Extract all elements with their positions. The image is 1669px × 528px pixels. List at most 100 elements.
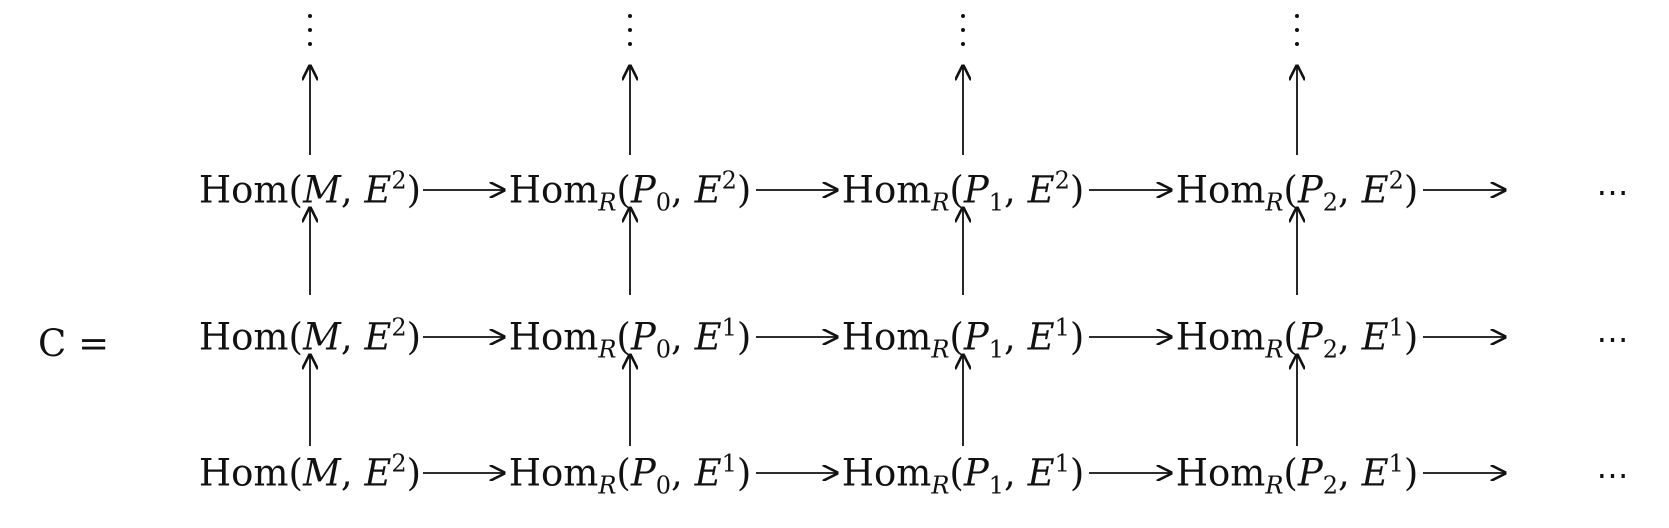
hom-label: Hom bbox=[198, 451, 289, 495]
hom-subscript: R bbox=[1265, 335, 1284, 364]
second-argument: E bbox=[1027, 315, 1055, 359]
first-argument-subscript: 1 bbox=[988, 471, 1005, 500]
first-argument-subscript: 2 bbox=[1322, 471, 1339, 500]
second-argument: E bbox=[694, 315, 722, 359]
vertical-ellipsis-col-4 bbox=[1292, 14, 1302, 62]
c-equals-label: C = bbox=[38, 322, 110, 365]
hom-subscript: R bbox=[1265, 471, 1284, 500]
first-argument-subscript: 2 bbox=[1322, 188, 1339, 217]
second-argument: E bbox=[694, 451, 722, 495]
first-argument-subscript: 0 bbox=[655, 471, 672, 500]
second-argument-superscript: 1 bbox=[1388, 449, 1404, 478]
hom-term-row-1-col-4: HomR(P2, E2) bbox=[1175, 166, 1419, 217]
hom-subscript: R bbox=[598, 188, 617, 217]
second-argument-superscript: 2 bbox=[391, 166, 407, 195]
hom-label: Hom bbox=[841, 315, 932, 359]
second-argument-superscript: 1 bbox=[721, 313, 737, 342]
second-argument: E bbox=[1361, 451, 1389, 495]
first-argument-subscript: 0 bbox=[655, 188, 672, 217]
hom-subscript: R bbox=[931, 188, 950, 217]
ellipsis-dot bbox=[308, 28, 312, 32]
ellipsis-dot bbox=[1295, 42, 1299, 46]
hom-label: Hom bbox=[1175, 168, 1266, 212]
ellipsis-dot bbox=[628, 28, 632, 32]
ellipsis-dot bbox=[961, 14, 965, 18]
ellipsis-dot bbox=[1295, 14, 1299, 18]
hom-subscript: R bbox=[931, 335, 950, 364]
hom-label: Hom bbox=[198, 315, 289, 359]
hom-term-row-1-col-1: Hom(M, E2) bbox=[198, 166, 422, 212]
first-argument: M bbox=[302, 168, 341, 212]
second-argument: E bbox=[1361, 168, 1389, 212]
second-argument-superscript: 1 bbox=[1054, 449, 1070, 478]
hom-subscript: R bbox=[598, 335, 617, 364]
hom-label: Hom bbox=[1175, 315, 1266, 359]
second-argument: E bbox=[364, 315, 392, 359]
hom-term-row-3-col-3: HomR(P1, E1) bbox=[841, 449, 1085, 500]
hom-label: Hom bbox=[508, 315, 599, 359]
hom-term-row-3-col-4: HomR(P2, E1) bbox=[1175, 449, 1419, 500]
first-argument: M bbox=[302, 315, 341, 359]
first-argument: P bbox=[1297, 451, 1323, 495]
hom-subscript: R bbox=[1265, 188, 1284, 217]
first-argument: P bbox=[963, 315, 989, 359]
first-argument: P bbox=[1297, 168, 1323, 212]
hom-term-row-2-col-2: HomR(P0, E1) bbox=[508, 313, 752, 364]
first-argument: P bbox=[963, 451, 989, 495]
vertical-ellipsis-col-3 bbox=[958, 14, 968, 62]
ellipsis-dot bbox=[308, 42, 312, 46]
ellipsis-dot bbox=[308, 14, 312, 18]
hom-term-row-3-col-2: HomR(P0, E1) bbox=[508, 449, 752, 500]
continuation-dots-row-3: ⋯ bbox=[1596, 456, 1634, 494]
second-argument-superscript: 1 bbox=[721, 449, 737, 478]
hom-term-row-1-col-3: HomR(P1, E2) bbox=[841, 166, 1085, 217]
hom-subscript: R bbox=[931, 471, 950, 500]
ellipsis-dot bbox=[961, 42, 965, 46]
second-argument-superscript: 1 bbox=[1388, 313, 1404, 342]
first-argument: P bbox=[630, 451, 656, 495]
hom-label: Hom bbox=[508, 168, 599, 212]
second-argument-superscript: 2 bbox=[391, 313, 407, 342]
second-argument: E bbox=[364, 451, 392, 495]
hom-label: Hom bbox=[508, 451, 599, 495]
first-argument-subscript: 1 bbox=[988, 335, 1005, 364]
first-argument: P bbox=[1297, 315, 1323, 359]
first-argument-subscript: 1 bbox=[988, 188, 1005, 217]
hom-term-row-3-col-1: Hom(M, E2) bbox=[198, 449, 422, 495]
continuation-dots-row-1: ⋯ bbox=[1596, 173, 1634, 211]
second-argument: E bbox=[1027, 168, 1055, 212]
second-argument: E bbox=[364, 168, 392, 212]
continuation-dots-row-2: ⋯ bbox=[1596, 320, 1634, 358]
second-argument: E bbox=[1361, 315, 1389, 359]
ellipsis-dot bbox=[1295, 28, 1299, 32]
hom-label: Hom bbox=[841, 168, 932, 212]
hom-subscript: R bbox=[598, 471, 617, 500]
first-argument-subscript: 2 bbox=[1322, 335, 1339, 364]
vertical-ellipsis-col-1 bbox=[305, 14, 315, 62]
first-argument: M bbox=[302, 451, 341, 495]
hom-term-row-2-col-3: HomR(P1, E1) bbox=[841, 313, 1085, 364]
ellipsis-dot bbox=[961, 28, 965, 32]
hom-label: Hom bbox=[1175, 451, 1266, 495]
first-argument: P bbox=[630, 168, 656, 212]
ellipsis-dot bbox=[628, 14, 632, 18]
hom-label: Hom bbox=[198, 168, 289, 212]
vertical-ellipsis-col-2 bbox=[625, 14, 635, 62]
second-argument-superscript: 1 bbox=[1054, 313, 1070, 342]
first-argument-subscript: 0 bbox=[655, 335, 672, 364]
hom-term-row-1-col-2: HomR(P0, E2) bbox=[508, 166, 752, 217]
second-argument-superscript: 2 bbox=[1054, 166, 1070, 195]
second-argument-superscript: 2 bbox=[391, 449, 407, 478]
first-argument: P bbox=[963, 168, 989, 212]
hom-term-row-2-col-1: Hom(M, E2) bbox=[198, 313, 422, 359]
hom-term-row-2-col-4: HomR(P2, E1) bbox=[1175, 313, 1419, 364]
first-argument: P bbox=[630, 315, 656, 359]
second-argument-superscript: 2 bbox=[1388, 166, 1404, 195]
second-argument: E bbox=[694, 168, 722, 212]
second-argument: E bbox=[1027, 451, 1055, 495]
hom-label: Hom bbox=[841, 451, 932, 495]
second-argument-superscript: 2 bbox=[721, 166, 737, 195]
ellipsis-dot bbox=[628, 42, 632, 46]
